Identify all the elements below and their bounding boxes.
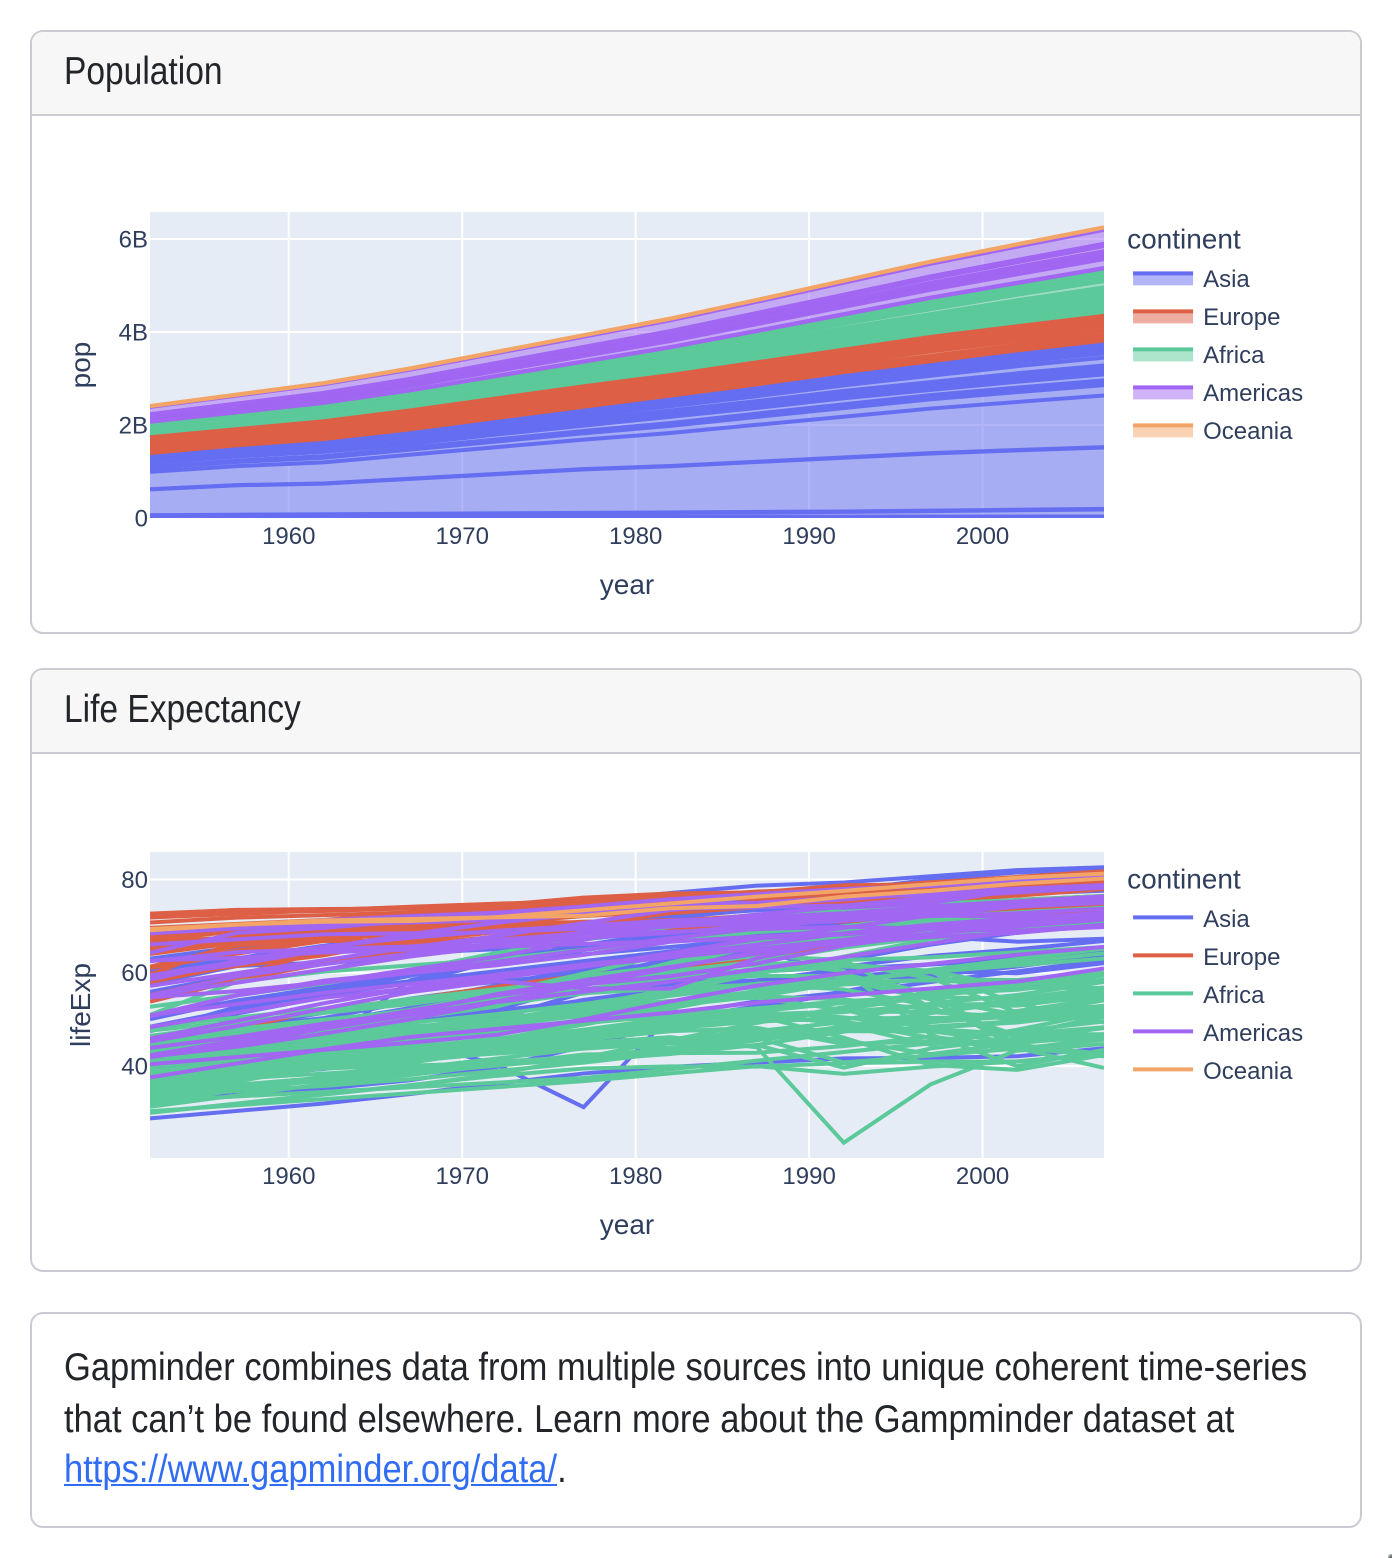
svg-text:lifeExp: lifeExp bbox=[65, 963, 96, 1047]
svg-text:1960: 1960 bbox=[262, 522, 315, 549]
svg-text:Europe: Europe bbox=[1203, 944, 1280, 971]
svg-text:Oceania: Oceania bbox=[1203, 417, 1293, 444]
svg-text:0: 0 bbox=[135, 504, 148, 531]
svg-text:Europe: Europe bbox=[1203, 303, 1280, 330]
svg-text:1990: 1990 bbox=[782, 522, 835, 549]
svg-text:60: 60 bbox=[121, 960, 148, 987]
svg-text:Americas: Americas bbox=[1203, 379, 1303, 406]
svg-text:4B: 4B bbox=[119, 318, 148, 345]
svg-text:1980: 1980 bbox=[609, 522, 662, 549]
svg-text:6B: 6B bbox=[119, 225, 148, 252]
svg-text:Asia: Asia bbox=[1203, 265, 1250, 292]
svg-text:Africa: Africa bbox=[1203, 982, 1265, 1009]
svg-text:continent: continent bbox=[1127, 222, 1241, 253]
svg-text:2000: 2000 bbox=[956, 1163, 1009, 1190]
svg-text:1980: 1980 bbox=[609, 1163, 662, 1190]
svg-text:1990: 1990 bbox=[782, 1163, 835, 1190]
svg-text:1970: 1970 bbox=[436, 522, 489, 549]
svg-text:Africa: Africa bbox=[1203, 341, 1265, 368]
svg-text:1970: 1970 bbox=[436, 1163, 489, 1190]
svg-text:year: year bbox=[600, 568, 654, 599]
svg-text:2B: 2B bbox=[119, 411, 148, 438]
svg-text:pop: pop bbox=[65, 341, 96, 388]
svg-text:1960: 1960 bbox=[262, 1163, 315, 1190]
svg-text:40: 40 bbox=[121, 1053, 148, 1080]
svg-text:80: 80 bbox=[121, 867, 148, 894]
svg-text:continent: continent bbox=[1127, 863, 1241, 894]
svg-text:Oceania: Oceania bbox=[1203, 1058, 1293, 1085]
svg-text:year: year bbox=[600, 1209, 654, 1240]
svg-text:2000: 2000 bbox=[956, 522, 1009, 549]
svg-text:Americas: Americas bbox=[1203, 1020, 1303, 1047]
svg-text:Asia: Asia bbox=[1203, 906, 1250, 933]
